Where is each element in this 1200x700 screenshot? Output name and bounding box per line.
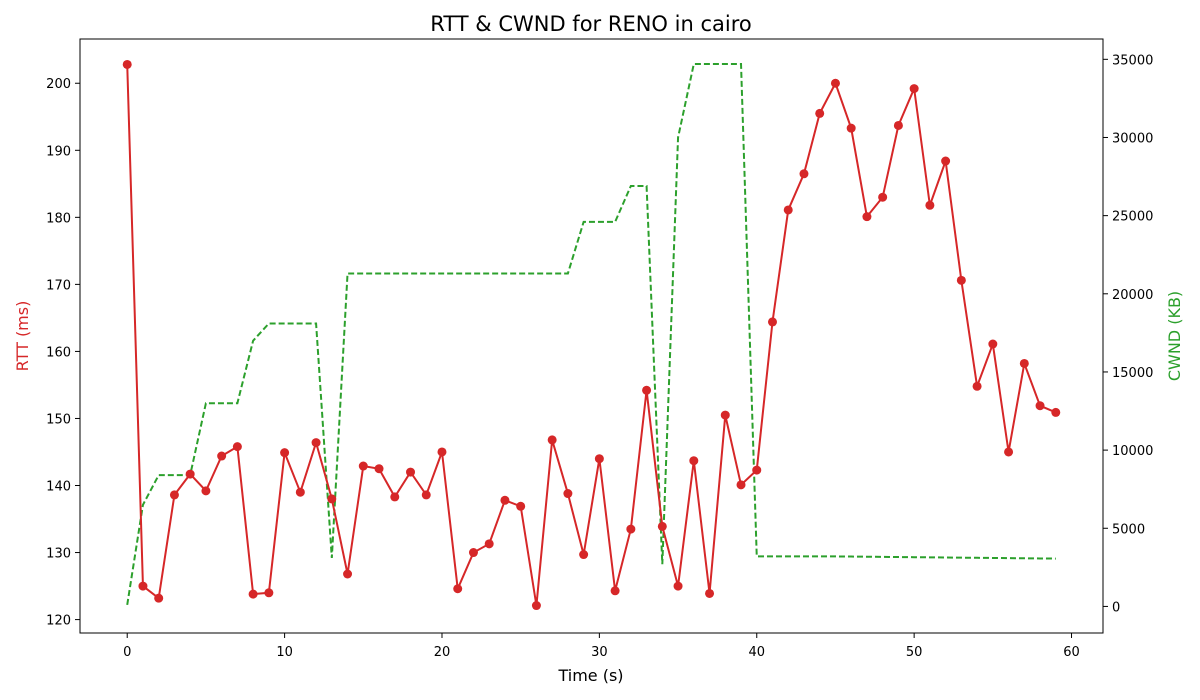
rtt-point bbox=[1004, 447, 1014, 457]
rtt-point bbox=[264, 588, 274, 598]
rtt-point bbox=[705, 588, 715, 598]
rtt-point bbox=[736, 480, 746, 490]
rtt-point bbox=[563, 489, 573, 499]
rtt-point bbox=[594, 454, 604, 464]
rtt-point bbox=[516, 501, 526, 511]
rtt-point bbox=[248, 589, 258, 599]
rtt-point bbox=[1035, 401, 1045, 411]
series-layer bbox=[122, 59, 1061, 611]
left-y-tick-label: 150 bbox=[46, 412, 71, 427]
right-y-tick-label: 10000 bbox=[1112, 444, 1153, 459]
rtt-point bbox=[767, 317, 777, 327]
left-y-tick-label: 120 bbox=[46, 614, 71, 629]
rtt-point bbox=[327, 494, 337, 504]
rtt-point bbox=[138, 581, 148, 591]
rtt-point bbox=[878, 192, 888, 202]
rtt-point bbox=[783, 205, 793, 215]
left-y-tick-label: 200 bbox=[46, 77, 71, 92]
rtt-point bbox=[311, 438, 321, 448]
rtt-point bbox=[295, 487, 305, 497]
rtt-point bbox=[421, 490, 431, 500]
rtt-point bbox=[799, 169, 809, 179]
rtt-point bbox=[909, 84, 919, 94]
rtt-point bbox=[1051, 407, 1061, 417]
x-axis: 0 10 20 30 40 50 60 bbox=[123, 633, 1080, 660]
rtt-point bbox=[642, 385, 652, 395]
rtt-point bbox=[531, 601, 541, 611]
rtt-point bbox=[547, 435, 557, 445]
rtt-point bbox=[1019, 358, 1029, 368]
cwnd-series-line bbox=[126, 63, 1056, 606]
left-y-tick-label: 180 bbox=[46, 211, 71, 226]
chart-title: RTT & CWND for RENO in cairo bbox=[430, 12, 751, 36]
rtt-point bbox=[925, 200, 935, 210]
left-y-tick-label: 140 bbox=[46, 480, 71, 495]
rtt-point bbox=[657, 521, 667, 531]
rtt-point bbox=[358, 461, 368, 471]
left-y-axis: 120 130 140 150 160 170 180 190 200 bbox=[46, 77, 80, 629]
right-y-tick-label: 20000 bbox=[1112, 288, 1153, 303]
rtt-point bbox=[673, 581, 683, 591]
rtt-point bbox=[579, 550, 589, 560]
plot-area-frame bbox=[79, 38, 1104, 634]
right-y-tick-label: 5000 bbox=[1112, 522, 1145, 537]
rtt-point bbox=[169, 490, 179, 500]
rtt-point bbox=[846, 123, 856, 133]
rtt-point bbox=[468, 548, 478, 558]
rtt-point bbox=[500, 495, 510, 505]
left-y-tick-label: 160 bbox=[46, 345, 71, 360]
rtt-point bbox=[689, 456, 699, 466]
rtt-point bbox=[862, 212, 872, 222]
rtt-point bbox=[720, 410, 730, 420]
rtt-point bbox=[154, 593, 164, 603]
right-y-tick-label: 30000 bbox=[1112, 131, 1153, 146]
x-tick-label: 0 bbox=[123, 645, 131, 660]
x-tick-label: 60 bbox=[1063, 645, 1080, 660]
rtt-point bbox=[280, 448, 290, 458]
left-y-tick-label: 170 bbox=[46, 278, 71, 293]
x-tick-label: 20 bbox=[434, 645, 451, 660]
rtt-point bbox=[752, 465, 762, 475]
rtt-point bbox=[988, 339, 998, 349]
rtt-point bbox=[122, 59, 132, 69]
right-y-tick-label: 35000 bbox=[1112, 53, 1153, 68]
right-y-axis: 0 5000 10000 15000 20000 25000 30000 35000 bbox=[1103, 53, 1153, 615]
left-y-tick-label: 190 bbox=[46, 144, 71, 159]
right-y-axis-label: CWND (KB) bbox=[1165, 291, 1184, 381]
x-tick-label: 40 bbox=[748, 645, 765, 660]
right-y-tick-label: 25000 bbox=[1112, 210, 1153, 225]
rtt-point bbox=[343, 569, 353, 579]
rtt-point bbox=[201, 486, 211, 496]
rtt-point bbox=[217, 451, 227, 461]
rtt-point bbox=[484, 539, 494, 549]
rtt-point bbox=[390, 492, 400, 502]
left-y-tick-label: 130 bbox=[46, 547, 71, 562]
x-axis-label: Time (s) bbox=[557, 666, 623, 685]
rtt-point bbox=[893, 120, 903, 130]
rtt-point bbox=[815, 108, 825, 118]
rtt-point bbox=[941, 156, 951, 166]
rtt-point bbox=[374, 464, 384, 474]
x-tick-label: 30 bbox=[591, 645, 608, 660]
right-y-tick-label: 15000 bbox=[1112, 366, 1153, 381]
rtt-point bbox=[830, 78, 840, 88]
right-y-tick-label: 0 bbox=[1112, 600, 1120, 615]
rtt-point bbox=[626, 524, 636, 534]
rtt-point bbox=[610, 586, 620, 596]
rtt-point bbox=[972, 381, 982, 391]
rtt-point bbox=[453, 584, 463, 594]
rtt-series-line bbox=[126, 64, 1057, 606]
rtt-point bbox=[437, 447, 447, 457]
rtt-point bbox=[185, 469, 195, 479]
x-tick-label: 50 bbox=[906, 645, 923, 660]
rtt-point bbox=[232, 442, 242, 452]
x-tick-label: 10 bbox=[276, 645, 293, 660]
rtt-point bbox=[406, 467, 416, 477]
rtt-point bbox=[956, 275, 966, 285]
left-y-axis-label: RTT (ms) bbox=[13, 301, 32, 372]
